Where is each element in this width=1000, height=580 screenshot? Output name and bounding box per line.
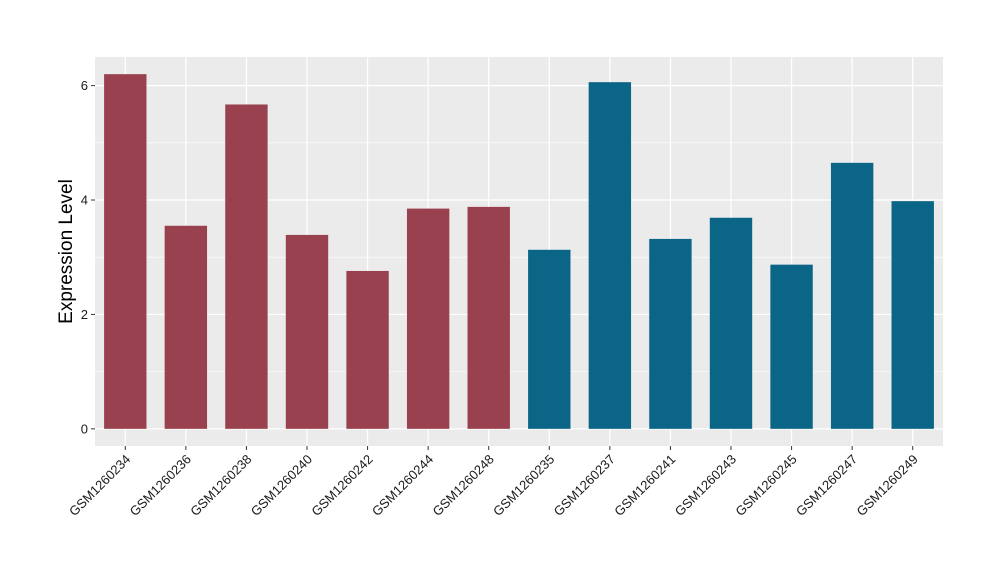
bar-GSM1260247 [830,162,874,429]
bar-GSM1260235 [528,249,571,429]
bar-GSM1260244 [406,208,450,429]
x-tick-label: GSM1260236 [127,452,194,519]
bar-GSM1260234 [104,74,147,429]
x-tick-label: GSM1260235 [490,452,557,519]
x-tick-label: GSM1260240 [248,452,315,519]
y-axis: 0 2 4 6 [81,78,95,436]
bar-GSM1260240 [285,234,329,429]
bar-GSM1260241 [649,238,692,429]
bar-GSM1260245 [770,264,813,429]
bar-GSM1260249 [891,201,934,429]
x-tick-label: GSM1260242 [308,452,375,519]
bar-GSM1260236 [164,225,208,429]
y-tick-label: 0 [81,421,88,436]
x-axis: GSM1260234GSM1260236GSM1260238GSM1260240… [66,446,921,519]
y-tick-label: 2 [81,307,88,322]
bar-GSM1260238 [225,104,268,429]
bars [104,74,934,429]
plot-panel [95,57,943,446]
x-tick-label: GSM1260237 [551,452,618,519]
y-tick-label: 4 [81,193,88,208]
bar-GSM1260243 [709,217,753,429]
y-axis-title: Expression Level [56,179,77,324]
bar-GSM1260248 [467,206,510,429]
x-tick-label: GSM1260238 [187,452,254,519]
x-tick-label: GSM1260248 [429,452,496,519]
x-tick-label: GSM1260245 [732,452,799,519]
x-tick-label: GSM1260244 [369,452,436,519]
bar-GSM1260242 [346,270,389,429]
x-tick-label: GSM1260243 [672,452,739,519]
x-tick-label: GSM1260247 [793,452,860,519]
x-tick-label: GSM1260249 [853,452,920,519]
y-tick-label: 6 [81,78,88,93]
x-tick-label: GSM1260234 [66,452,133,519]
bar-GSM1260237 [588,82,632,429]
x-tick-label: GSM1260241 [611,452,678,519]
